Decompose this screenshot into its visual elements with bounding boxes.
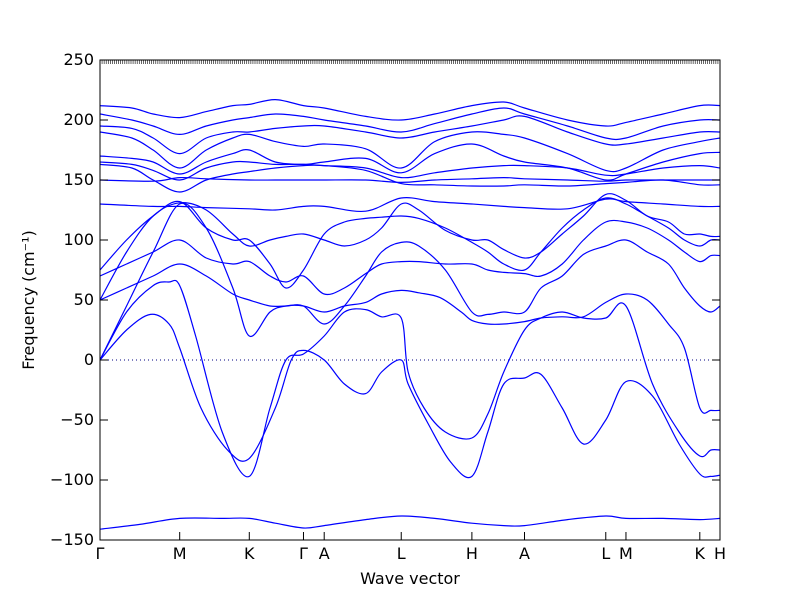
phonon-band-10: [100, 176, 720, 184]
y-tick-label: −150: [50, 530, 94, 549]
phonon-band-3: [100, 279, 720, 478]
x-axis-label: Wave vector: [360, 569, 460, 588]
y-tick-label: 50: [74, 290, 94, 309]
phonon-band-4: [100, 202, 720, 414]
x-tick-label: A: [319, 544, 330, 563]
phonon-band-9: [100, 197, 720, 213]
y-ticks: −150 −100 −50 0 50 100 150 200 250: [50, 50, 720, 549]
bands-layer: [100, 98, 720, 530]
y-tick-label: 250: [63, 50, 94, 69]
plot-frame: [99, 59, 721, 541]
y-tick-label: 200: [63, 110, 94, 129]
x-tick-label: M: [619, 544, 633, 563]
phonon-band-17: [100, 98, 720, 127]
phonon-band-1: [100, 515, 720, 530]
phonon-band-15: [100, 115, 720, 155]
grid-layer: [99, 60, 721, 361]
y-tick-label: 100: [63, 230, 94, 249]
y-tick-label: 0: [84, 350, 94, 369]
x-tick-label: M: [173, 544, 187, 563]
phonon-band-7: [100, 197, 720, 289]
y-tick-label: −50: [60, 410, 94, 429]
phonon-band-2: [100, 313, 720, 479]
phonon-band-16: [100, 107, 720, 141]
phonon-band-14: [100, 131, 720, 173]
x-tick-label: H: [714, 544, 726, 563]
phonon-band-5: [100, 239, 720, 325]
x-tick-label: Γ: [299, 544, 308, 563]
y-tick-label: −100: [50, 470, 94, 489]
x-tick-label: A: [519, 544, 530, 563]
x-tick-label: K: [695, 544, 706, 563]
y-axis-label: Frequency (cm⁻¹): [19, 230, 38, 369]
x-tick-label: H: [466, 544, 478, 563]
phonon-band-8: [100, 193, 720, 301]
y-tick-label: 150: [63, 170, 94, 189]
phonon-band-13: [100, 143, 720, 181]
phonon-band-11: [100, 163, 720, 193]
x-tick-label: K: [244, 544, 255, 563]
phonon-band-6: [100, 219, 720, 296]
x-tick-label: Γ: [96, 544, 105, 563]
phonon-band-12: [100, 160, 720, 181]
x-tick-label: L: [601, 544, 610, 563]
x-tick-label: L: [397, 544, 406, 563]
